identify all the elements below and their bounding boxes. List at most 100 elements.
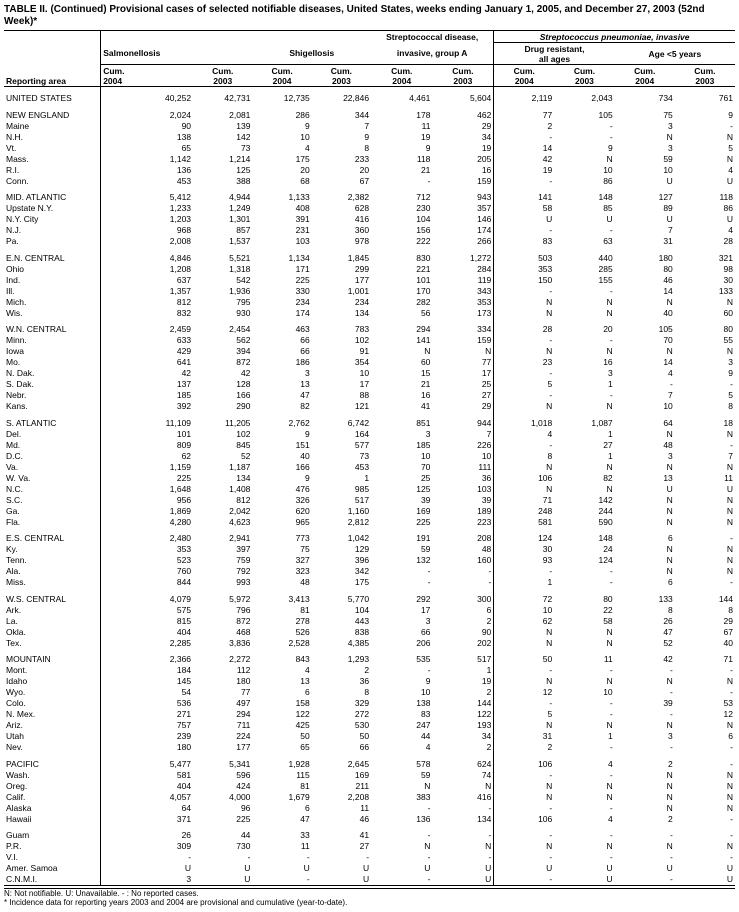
data-cell: 759 bbox=[193, 555, 252, 566]
data-cell: - bbox=[371, 577, 432, 588]
data-cell: 838 bbox=[312, 626, 371, 637]
data-cell: U bbox=[432, 874, 493, 886]
data-cell: 7 bbox=[432, 428, 493, 439]
data-cell: 30 bbox=[494, 544, 554, 555]
data-cell: 46 bbox=[312, 813, 371, 824]
data-cell: 641 bbox=[101, 357, 193, 368]
data-cell: 2,043 bbox=[554, 87, 614, 104]
data-cell: U bbox=[554, 214, 614, 225]
data-cell: 354 bbox=[312, 357, 371, 368]
data-cell: - bbox=[615, 852, 675, 863]
data-cell: 2,285 bbox=[101, 637, 193, 648]
data-cell: - bbox=[432, 802, 493, 813]
data-cell: 115 bbox=[252, 769, 311, 780]
data-cell: 77 bbox=[193, 687, 252, 698]
data-cell: 13 bbox=[615, 472, 675, 483]
data-cell: - bbox=[494, 225, 554, 236]
data-cell: 4 bbox=[494, 428, 554, 439]
table-row: Wis.83293017413456173NN4060 bbox=[4, 307, 735, 318]
data-cell: 1,679 bbox=[252, 791, 311, 802]
data-cell: 11 bbox=[252, 841, 311, 852]
data-cell: 1,845 bbox=[312, 247, 371, 264]
data-cell: 2,812 bbox=[312, 516, 371, 527]
data-cell: 9 bbox=[675, 104, 735, 121]
table-row: Tenn.52375932739613216093124NN bbox=[4, 555, 735, 566]
data-cell: N bbox=[615, 769, 675, 780]
data-cell: 70 bbox=[371, 461, 432, 472]
data-cell: 1,133 bbox=[252, 186, 311, 203]
area-name: Upstate N.Y. bbox=[4, 203, 101, 214]
data-cell: N bbox=[675, 720, 735, 731]
area-name: Fla. bbox=[4, 516, 101, 527]
data-cell: 137 bbox=[101, 379, 193, 390]
table-row: W.N. CENTRAL2,4592,454463783294334282010… bbox=[4, 318, 735, 335]
data-cell: - bbox=[371, 874, 432, 886]
data-cell: - bbox=[554, 577, 614, 588]
table-row: Guam26443341------ bbox=[4, 824, 735, 841]
data-cell: 19 bbox=[494, 164, 554, 175]
data-cell: 48 bbox=[252, 577, 311, 588]
data-cell: 416 bbox=[432, 791, 493, 802]
data-cell: 443 bbox=[312, 615, 371, 626]
data-cell: N bbox=[494, 720, 554, 731]
data-cell: 344 bbox=[312, 104, 371, 121]
data-cell: 2,366 bbox=[101, 648, 193, 665]
data-cell: U bbox=[193, 863, 252, 874]
data-cell: 60 bbox=[371, 357, 432, 368]
area-name: Colo. bbox=[4, 698, 101, 709]
table-row: Iowa4293946691NNNNNN bbox=[4, 346, 735, 357]
table-row: Mass.1,1421,21417523311820542N59N bbox=[4, 153, 735, 164]
data-cell: 12 bbox=[675, 709, 735, 720]
data-cell: 294 bbox=[193, 709, 252, 720]
data-cell: - bbox=[494, 852, 554, 863]
data-cell: - bbox=[554, 566, 614, 577]
data-cell: 4 bbox=[615, 368, 675, 379]
data-cell: N bbox=[615, 791, 675, 802]
area-name: C.N.M.I. bbox=[4, 874, 101, 886]
data-cell: 125 bbox=[371, 483, 432, 494]
data-cell: N bbox=[615, 505, 675, 516]
data-cell: N bbox=[615, 516, 675, 527]
data-cell: 424 bbox=[193, 780, 252, 791]
data-cell: 3 bbox=[615, 142, 675, 153]
data-cell: 1,249 bbox=[193, 203, 252, 214]
data-cell: - bbox=[554, 802, 614, 813]
data-cell: 7 bbox=[675, 450, 735, 461]
area-name: N. Dak. bbox=[4, 368, 101, 379]
data-cell: 48 bbox=[432, 544, 493, 555]
area-name: Ariz. bbox=[4, 720, 101, 731]
data-cell: 14 bbox=[615, 285, 675, 296]
data-cell: N bbox=[675, 780, 735, 791]
data-cell: 28 bbox=[494, 318, 554, 335]
data-cell: 62 bbox=[494, 615, 554, 626]
data-cell: N bbox=[675, 555, 735, 566]
table-row: W.S. CENTRAL4,0795,9723,4135,77029230072… bbox=[4, 588, 735, 605]
data-cell: 202 bbox=[432, 637, 493, 648]
data-cell: 536 bbox=[101, 698, 193, 709]
data-cell: 175 bbox=[312, 577, 371, 588]
table-row: Maine901399711292-3- bbox=[4, 120, 735, 131]
data-cell: 4,944 bbox=[193, 186, 252, 203]
data-cell: N bbox=[554, 791, 614, 802]
data-cell: 1,087 bbox=[554, 412, 614, 429]
data-cell: N bbox=[615, 131, 675, 142]
data-cell: N bbox=[494, 346, 554, 357]
data-cell: 1,001 bbox=[312, 285, 371, 296]
data-cell: 19 bbox=[371, 131, 432, 142]
data-cell: 357 bbox=[432, 203, 493, 214]
data-cell: 343 bbox=[432, 285, 493, 296]
data-cell: 2 bbox=[494, 742, 554, 753]
data-cell: 136 bbox=[101, 164, 193, 175]
data-cell: 4,079 bbox=[101, 588, 193, 605]
data-cell: 16 bbox=[432, 164, 493, 175]
data-cell: 292 bbox=[371, 588, 432, 605]
table-row: Hawaii371225474613613410642- bbox=[4, 813, 735, 824]
data-cell: - bbox=[312, 852, 371, 863]
data-cell: 321 bbox=[675, 247, 735, 264]
data-cell: 440 bbox=[554, 247, 614, 264]
data-cell: 175 bbox=[252, 153, 311, 164]
data-cell: 4 bbox=[252, 665, 311, 676]
data-cell: 205 bbox=[432, 153, 493, 164]
footnotes: N: Not notifiable. U: Unavailable. - : N… bbox=[4, 888, 735, 908]
data-cell: 851 bbox=[371, 412, 432, 429]
